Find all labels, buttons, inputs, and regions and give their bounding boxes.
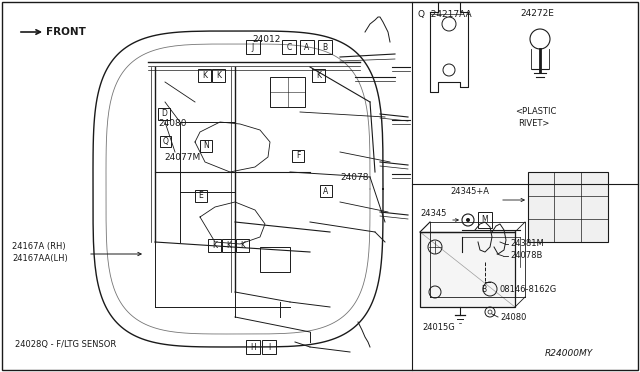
- Text: K: K: [316, 71, 321, 80]
- Bar: [236, 239, 249, 252]
- Text: M: M: [482, 215, 488, 224]
- Circle shape: [466, 218, 470, 222]
- Text: H: H: [250, 343, 256, 352]
- Bar: [260, 247, 290, 272]
- Text: E: E: [198, 192, 204, 201]
- Text: <PLASTIC: <PLASTIC: [515, 108, 556, 116]
- Text: F: F: [296, 151, 300, 160]
- Text: K: K: [202, 71, 207, 80]
- Text: Q  24217AA: Q 24217AA: [418, 10, 472, 19]
- Text: 24078B: 24078B: [510, 251, 542, 260]
- Text: 24167AA(LH): 24167AA(LH): [12, 254, 68, 263]
- Text: 08146-8162G: 08146-8162G: [500, 285, 557, 294]
- Bar: [160, 136, 171, 147]
- Bar: [262, 340, 276, 354]
- Bar: [528, 172, 608, 242]
- Text: 24012: 24012: [252, 35, 280, 44]
- Text: 24080: 24080: [158, 119, 186, 128]
- Text: J: J: [252, 42, 254, 51]
- Text: 24381M: 24381M: [510, 240, 544, 248]
- Text: 24015G: 24015G: [422, 324, 455, 333]
- Bar: [292, 150, 304, 162]
- Text: 24078: 24078: [340, 173, 369, 182]
- Bar: [200, 140, 212, 152]
- Text: D: D: [161, 109, 167, 119]
- Text: RIVET>: RIVET>: [518, 119, 549, 128]
- Text: 24077M: 24077M: [164, 153, 200, 161]
- Bar: [212, 69, 225, 82]
- Text: B: B: [481, 285, 486, 294]
- Bar: [198, 69, 211, 82]
- Text: FRONT: FRONT: [46, 27, 86, 37]
- Bar: [195, 190, 207, 202]
- Text: R24000MY: R24000MY: [545, 350, 593, 359]
- Text: K: K: [216, 71, 221, 80]
- Text: A: A: [305, 42, 310, 51]
- Bar: [158, 108, 170, 120]
- Text: 24167A (RH): 24167A (RH): [12, 243, 66, 251]
- Text: N: N: [203, 141, 209, 151]
- Bar: [222, 239, 235, 252]
- Bar: [246, 340, 260, 354]
- Bar: [318, 40, 332, 54]
- Text: B: B: [323, 42, 328, 51]
- Bar: [312, 69, 325, 82]
- Text: 24028Q - F/LTG SENSOR: 24028Q - F/LTG SENSOR: [15, 340, 116, 349]
- Bar: [270, 77, 305, 107]
- Text: K: K: [240, 241, 245, 250]
- Text: Q: Q: [163, 137, 168, 146]
- Text: 24272E: 24272E: [520, 10, 554, 19]
- Bar: [320, 185, 332, 197]
- Text: K: K: [212, 241, 217, 250]
- Bar: [478, 212, 492, 228]
- Bar: [300, 40, 314, 54]
- Text: 24345: 24345: [420, 209, 446, 218]
- Bar: [420, 232, 515, 307]
- Text: C: C: [286, 42, 292, 51]
- Text: A: A: [323, 186, 328, 196]
- Text: 24080: 24080: [500, 312, 526, 321]
- Text: I: I: [268, 343, 270, 352]
- Text: K: K: [226, 241, 231, 250]
- Bar: [208, 239, 221, 252]
- Bar: [246, 40, 260, 54]
- Text: 24345+A: 24345+A: [450, 187, 489, 196]
- Bar: [282, 40, 296, 54]
